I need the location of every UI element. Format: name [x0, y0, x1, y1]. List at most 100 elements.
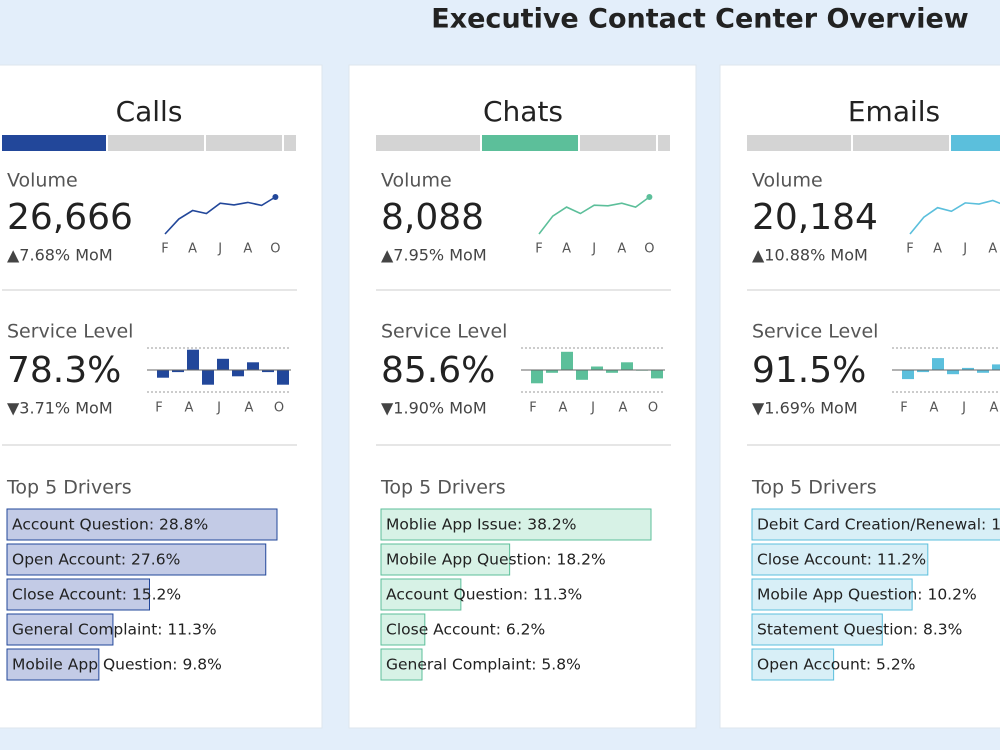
driver-bar [380, 648, 423, 681]
x-tick-label: A [185, 401, 194, 416]
service-bar [621, 362, 633, 370]
metric-value: 78.3% [7, 350, 121, 391]
driver-label: Debit Card Creation/Renewal: 17 [757, 516, 1000, 534]
service-bar [217, 358, 229, 370]
x-tick-label: J [961, 401, 966, 416]
driver-label: Account Question: 28.8% [12, 516, 208, 534]
metric-value: 8,088 [381, 197, 484, 238]
x-tick-label: A [559, 401, 568, 416]
channel-segment [108, 135, 204, 151]
x-tick-label: J [216, 401, 221, 416]
panel-title: Emails [848, 95, 940, 128]
metric-label: Service Level [752, 321, 878, 343]
metric-label: Volume [381, 170, 452, 192]
channel-segment [284, 135, 296, 151]
x-tick-label: A [990, 401, 999, 416]
service-bar [902, 370, 914, 380]
service-bar [932, 358, 944, 370]
driver-bar [380, 508, 652, 541]
driver-label: Mobile App Question: 9.8% [12, 656, 222, 674]
channel-segment [376, 135, 480, 151]
metric-value: 26,666 [7, 197, 133, 238]
service-bar [992, 364, 1000, 370]
driver-label: Account Question: 11.3% [386, 586, 582, 604]
metric-label: Volume [7, 170, 78, 192]
driver-label: Mobile App Question: 10.2% [757, 586, 977, 604]
service-bar [262, 370, 274, 373]
x-tick-label: A [245, 401, 254, 416]
metric-value: 91.5% [752, 350, 866, 391]
metric-change: ▲7.68% MoM [7, 246, 113, 265]
driver-bar [751, 648, 835, 681]
service-bar [277, 370, 289, 385]
service-bar [977, 370, 989, 373]
dashboard-title: Executive Contact Center Overview [431, 4, 968, 35]
driver-label: General Complaint: 11.3% [12, 621, 217, 639]
driver-bar [380, 613, 426, 646]
x-tick-label: O [648, 401, 658, 416]
x-tick-label: A [933, 242, 942, 257]
volume-line [164, 196, 276, 235]
x-tick-label: F [535, 242, 542, 257]
metric-label: Service Level [381, 321, 507, 343]
x-tick-label: J [962, 242, 967, 257]
service-bar [591, 366, 603, 370]
channel-segment [206, 135, 282, 151]
service-bar [187, 349, 199, 370]
metric-label: Volume [752, 170, 823, 192]
metric-change: ▼1.69% MoM [752, 399, 858, 418]
x-tick-label: F [161, 242, 168, 257]
driver-bar [6, 578, 150, 611]
x-tick-label: A [617, 242, 626, 257]
section-title: Top 5 Drivers [380, 477, 506, 499]
service-bar [546, 370, 558, 373]
volume-line [538, 196, 650, 235]
x-tick-label: A [988, 242, 997, 257]
channel-segment [2, 135, 106, 151]
service-bar [561, 351, 573, 370]
x-tick-label: F [900, 401, 907, 416]
service-bar [172, 370, 184, 373]
service-bar [202, 370, 214, 385]
driver-bar [751, 578, 913, 611]
driver-label: Close Account: 11.2% [757, 551, 926, 569]
metric-label: Service Level [7, 321, 133, 343]
metric-value: 85.6% [381, 350, 495, 391]
driver-bar [380, 578, 462, 611]
driver-label: Open Account: 5.2% [757, 656, 915, 674]
driver-bar [380, 543, 511, 576]
service-bar [232, 370, 244, 377]
metric-change: ▲7.95% MoM [381, 246, 487, 265]
channel-segment [747, 135, 851, 151]
driver-label: Close Account: 6.2% [386, 621, 545, 639]
x-tick-label: J [217, 242, 222, 257]
channel-segment [658, 135, 670, 151]
service-bar [531, 370, 543, 384]
channel-segment [951, 135, 1000, 151]
service-bar [651, 370, 663, 379]
driver-bar [751, 613, 883, 646]
driver-bar [6, 648, 100, 681]
driver-label: Close Account: 15.2% [12, 586, 181, 604]
metric-change: ▲10.88% MoM [752, 246, 868, 265]
x-tick-label: A [930, 401, 939, 416]
volume-line [909, 199, 1000, 235]
service-bar [606, 370, 618, 373]
driver-label: Mobile App Question: 18.2% [386, 551, 606, 569]
x-tick-label: F [529, 401, 536, 416]
service-bar [917, 370, 929, 373]
panel-title: Chats [483, 95, 563, 128]
driver-bar [751, 543, 929, 576]
driver-label: General Complaint: 5.8% [386, 656, 581, 674]
service-bar [157, 370, 169, 378]
driver-label: Moblie App Issue: 38.2% [386, 516, 576, 534]
x-tick-label: O [274, 401, 284, 416]
metric-value: 20,184 [752, 197, 878, 238]
volume-last-point [646, 194, 653, 200]
driver-label: Open Account: 27.6% [12, 551, 180, 569]
x-tick-label: A [243, 242, 252, 257]
driver-label: Statement Question: 8.3% [757, 621, 962, 639]
x-tick-label: A [619, 401, 628, 416]
